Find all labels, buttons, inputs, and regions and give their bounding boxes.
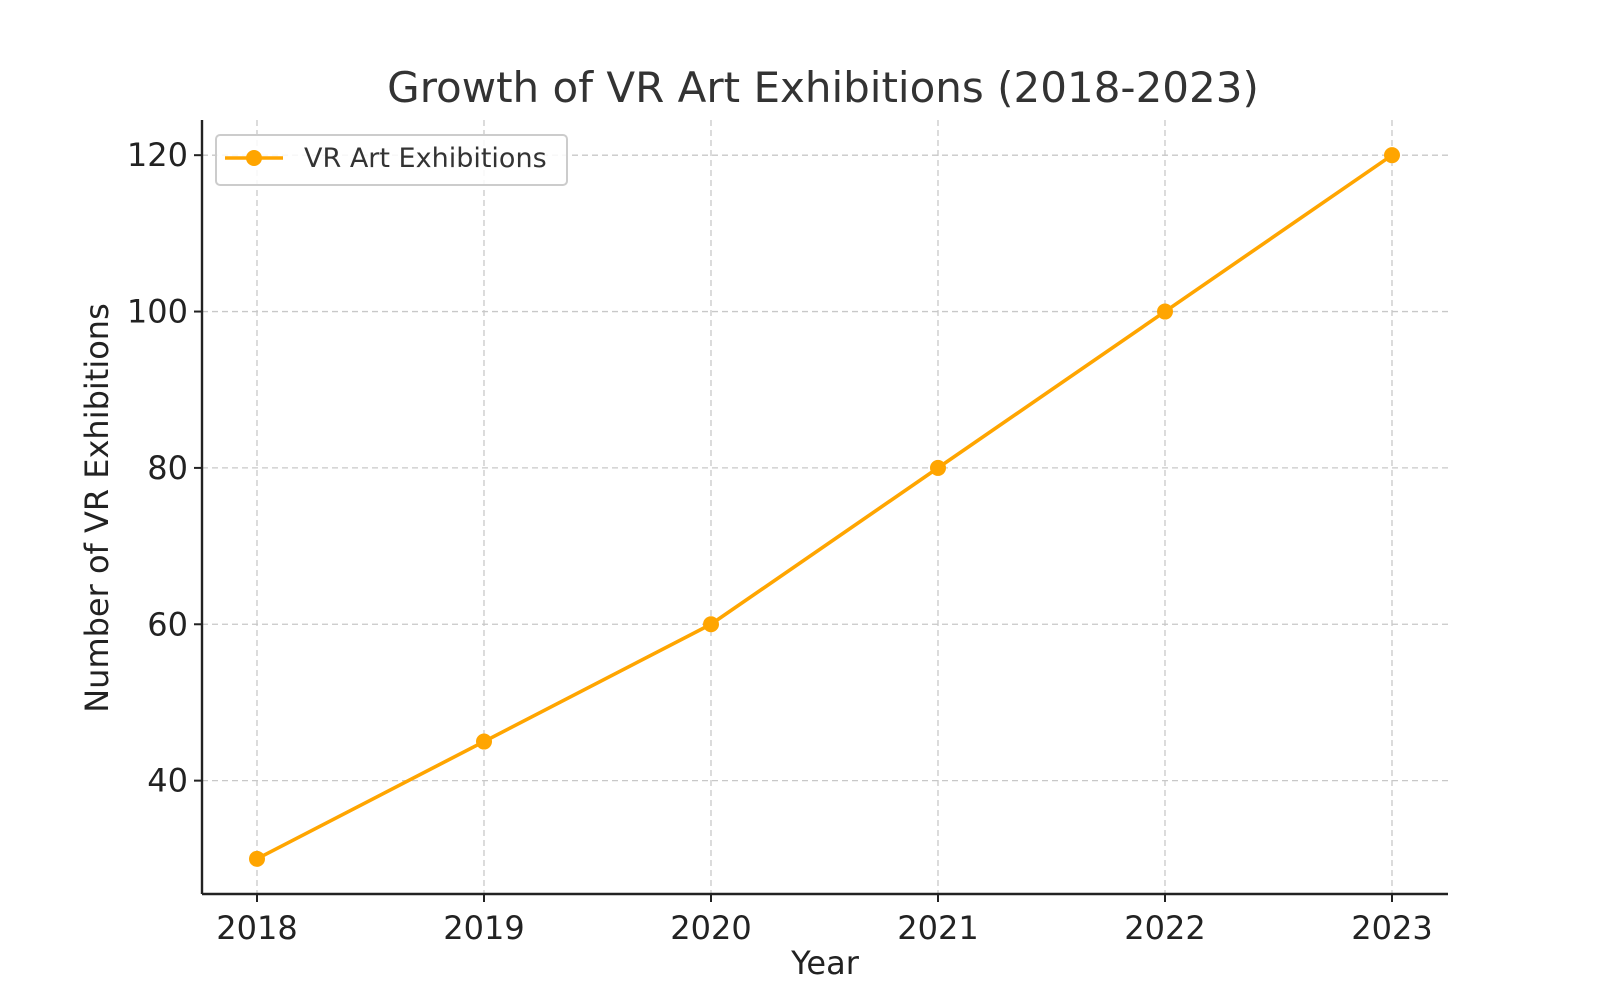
y-tick-label: 60	[147, 605, 188, 643]
legend-marker-swatch	[246, 150, 262, 166]
y-tick-label: 80	[147, 449, 188, 487]
series-vr-art-exhibitions	[249, 147, 1400, 867]
data-point	[1157, 303, 1173, 320]
y-tick-label: 40	[147, 762, 188, 800]
y-tick-label: 120	[127, 136, 188, 174]
axes	[200, 120, 1448, 896]
legend-entry-vr-art-exhibitions: VR Art Exhibitions	[304, 143, 547, 174]
y-tick-label: 100	[127, 293, 188, 331]
x-tick-label: 2021	[897, 909, 978, 947]
legend-box	[215, 134, 568, 186]
y-axis-label: Number of VR Exhibitions	[78, 303, 116, 713]
axis-ticks: 2018 2019 2020 2021 2022 2023 40 60 80 100 120	[127, 136, 1433, 947]
legend: VR Art Exhibitions	[215, 134, 568, 186]
data-point	[930, 459, 946, 476]
x-tick-label: 2020	[670, 909, 751, 947]
grid-lines	[202, 120, 1448, 894]
series-line	[255, 153, 1394, 861]
chart-title: Growth of VR Art Exhibitions (2018-2023)	[387, 63, 1259, 112]
x-axis-label: Year	[790, 944, 860, 982]
x-tick-label: 2018	[216, 909, 297, 947]
data-point	[703, 616, 719, 633]
x-tick-label: 2019	[443, 909, 524, 947]
data-point	[476, 733, 492, 750]
data-point	[249, 850, 265, 867]
x-tick-label: 2023	[1351, 909, 1432, 947]
data-point	[1384, 147, 1400, 164]
x-tick-label: 2022	[1124, 909, 1205, 947]
